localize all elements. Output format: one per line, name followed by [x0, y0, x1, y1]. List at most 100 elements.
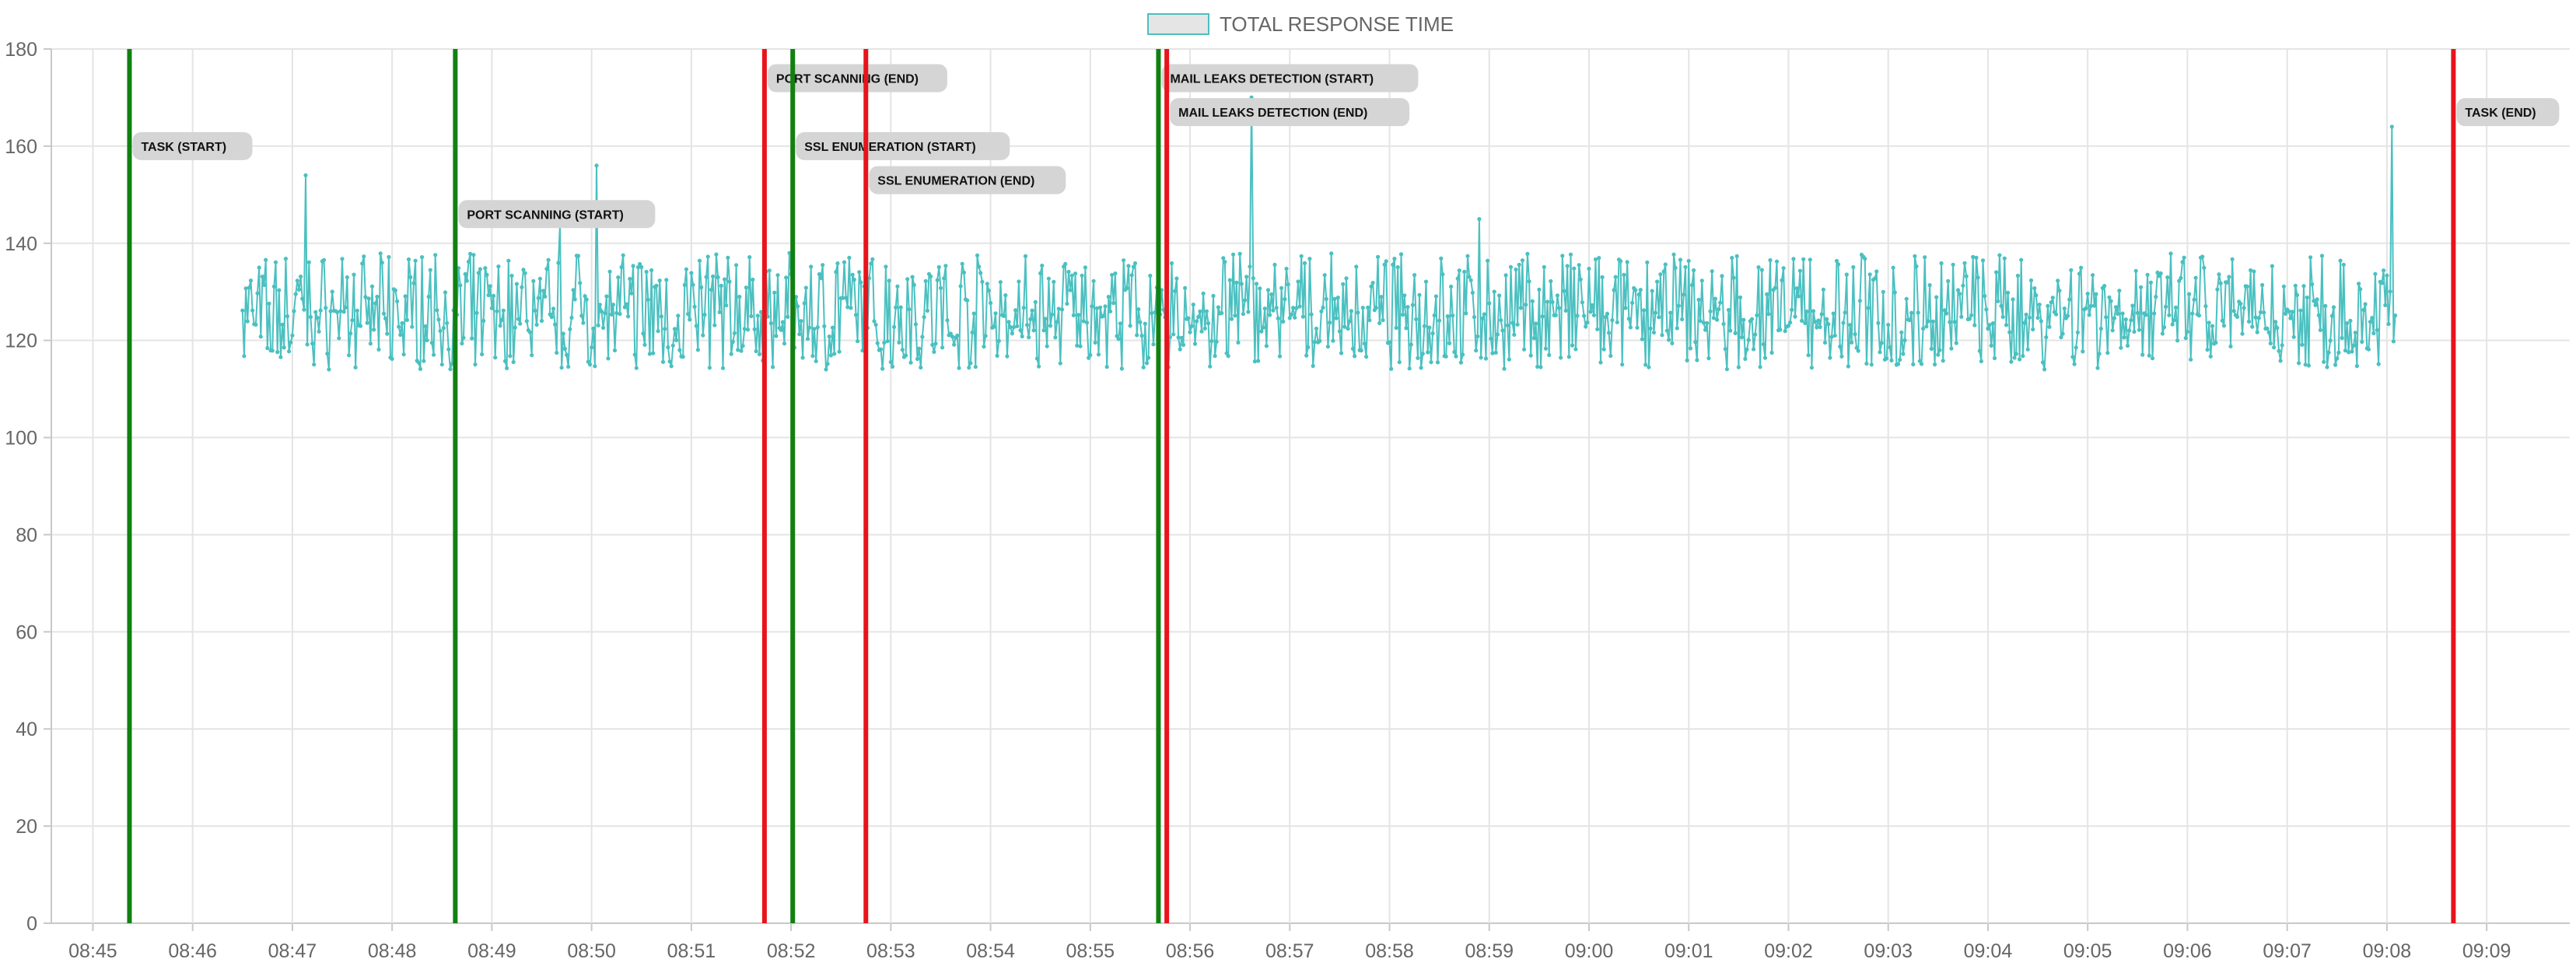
data-point[interactable]	[501, 308, 506, 313]
data-point[interactable]	[2161, 325, 2167, 330]
data-point[interactable]	[689, 271, 694, 275]
data-point[interactable]	[514, 282, 520, 286]
data-point[interactable]	[2345, 321, 2350, 326]
data-point[interactable]	[995, 353, 999, 358]
data-point[interactable]	[1936, 352, 1941, 357]
data-point[interactable]	[1334, 316, 1339, 320]
data-point[interactable]	[295, 278, 299, 283]
data-point[interactable]	[930, 342, 935, 347]
data-point[interactable]	[711, 274, 716, 278]
data-point[interactable]	[485, 272, 489, 277]
data-point[interactable]	[2172, 318, 2176, 323]
data-point[interactable]	[1608, 353, 1613, 359]
data-point[interactable]	[300, 296, 305, 301]
data-point[interactable]	[1846, 364, 1850, 369]
data-point[interactable]	[1027, 335, 1031, 340]
data-point[interactable]	[2363, 302, 2368, 306]
data-point[interactable]	[1811, 309, 1816, 313]
data-point[interactable]	[1635, 325, 1640, 330]
data-point[interactable]	[2391, 339, 2396, 344]
data-point[interactable]	[1587, 266, 1591, 271]
data-point[interactable]	[1560, 254, 1565, 258]
data-point[interactable]	[438, 328, 443, 334]
data-point[interactable]	[800, 355, 805, 360]
data-point[interactable]	[913, 322, 918, 327]
data-point[interactable]	[1979, 359, 1983, 364]
data-point[interactable]	[353, 365, 358, 369]
data-point[interactable]	[2305, 295, 2309, 300]
data-point[interactable]	[1256, 359, 1261, 363]
data-point[interactable]	[869, 261, 873, 266]
data-point[interactable]	[2110, 328, 2115, 333]
data-point[interactable]	[875, 341, 880, 345]
data-point[interactable]	[2193, 275, 2198, 280]
data-point[interactable]	[1879, 341, 1884, 345]
data-point[interactable]	[347, 353, 352, 358]
data-point[interactable]	[1132, 261, 1138, 266]
data-point[interactable]	[1291, 306, 1296, 310]
data-point[interactable]	[716, 275, 720, 280]
data-point[interactable]	[729, 352, 733, 356]
data-point[interactable]	[707, 366, 712, 370]
data-point[interactable]	[1790, 307, 1794, 312]
data-point[interactable]	[2202, 265, 2207, 270]
data-point[interactable]	[1984, 307, 1989, 312]
data-point[interactable]	[1360, 306, 1365, 310]
data-point[interactable]	[521, 268, 526, 272]
data-point[interactable]	[1923, 255, 1927, 260]
data-point[interactable]	[416, 360, 421, 365]
data-point[interactable]	[1274, 306, 1279, 310]
data-point[interactable]	[1948, 320, 1952, 324]
data-point[interactable]	[686, 312, 691, 317]
data-point[interactable]	[945, 318, 950, 323]
data-point[interactable]	[446, 347, 451, 352]
data-point[interactable]	[2298, 308, 2303, 313]
data-point[interactable]	[565, 352, 569, 357]
data-point[interactable]	[1850, 340, 1854, 345]
data-point[interactable]	[483, 266, 488, 271]
data-point[interactable]	[1038, 271, 1043, 275]
data-point[interactable]	[2375, 327, 2379, 332]
data-point[interactable]	[2281, 284, 2286, 289]
data-point[interactable]	[2265, 326, 2270, 331]
data-point[interactable]	[1028, 317, 1033, 321]
data-point[interactable]	[1780, 278, 1784, 282]
data-point[interactable]	[1138, 320, 1143, 324]
data-point[interactable]	[2144, 313, 2148, 317]
data-point[interactable]	[1103, 304, 1108, 309]
data-point[interactable]	[1603, 315, 1608, 320]
data-point[interactable]	[1675, 326, 1679, 331]
data-point[interactable]	[458, 283, 463, 288]
data-point[interactable]	[2012, 355, 2017, 360]
data-point[interactable]	[1726, 307, 1731, 313]
data-point[interactable]	[2040, 360, 2046, 365]
data-point[interactable]	[1483, 356, 1489, 361]
data-point[interactable]	[2217, 272, 2221, 277]
data-point[interactable]	[1756, 265, 1761, 270]
data-point[interactable]	[1759, 268, 1764, 272]
data-point[interactable]	[1281, 319, 1286, 324]
data-point[interactable]	[1535, 364, 1540, 369]
data-point[interactable]	[1800, 318, 1804, 323]
data-point[interactable]	[872, 319, 877, 324]
data-point[interactable]	[425, 338, 429, 343]
data-point[interactable]	[986, 289, 991, 293]
data-point[interactable]	[1329, 251, 1334, 256]
data-point[interactable]	[1381, 318, 1385, 323]
data-point[interactable]	[1284, 266, 1289, 271]
data-point[interactable]	[1429, 360, 1433, 365]
data-point[interactable]	[1198, 309, 1202, 313]
data-point[interactable]	[840, 296, 845, 300]
data-point[interactable]	[591, 326, 596, 331]
data-point[interactable]	[2275, 326, 2280, 331]
data-point[interactable]	[1692, 268, 1696, 273]
data-point[interactable]	[1531, 336, 1537, 341]
data-point[interactable]	[1625, 260, 1629, 264]
data-point[interactable]	[506, 258, 511, 263]
data-point[interactable]	[1470, 290, 1475, 295]
data-point[interactable]	[264, 257, 268, 262]
data-point[interactable]	[2373, 271, 2378, 276]
data-point[interactable]	[1600, 275, 1605, 279]
data-point[interactable]	[1339, 351, 1344, 355]
data-point[interactable]	[1793, 314, 1797, 319]
